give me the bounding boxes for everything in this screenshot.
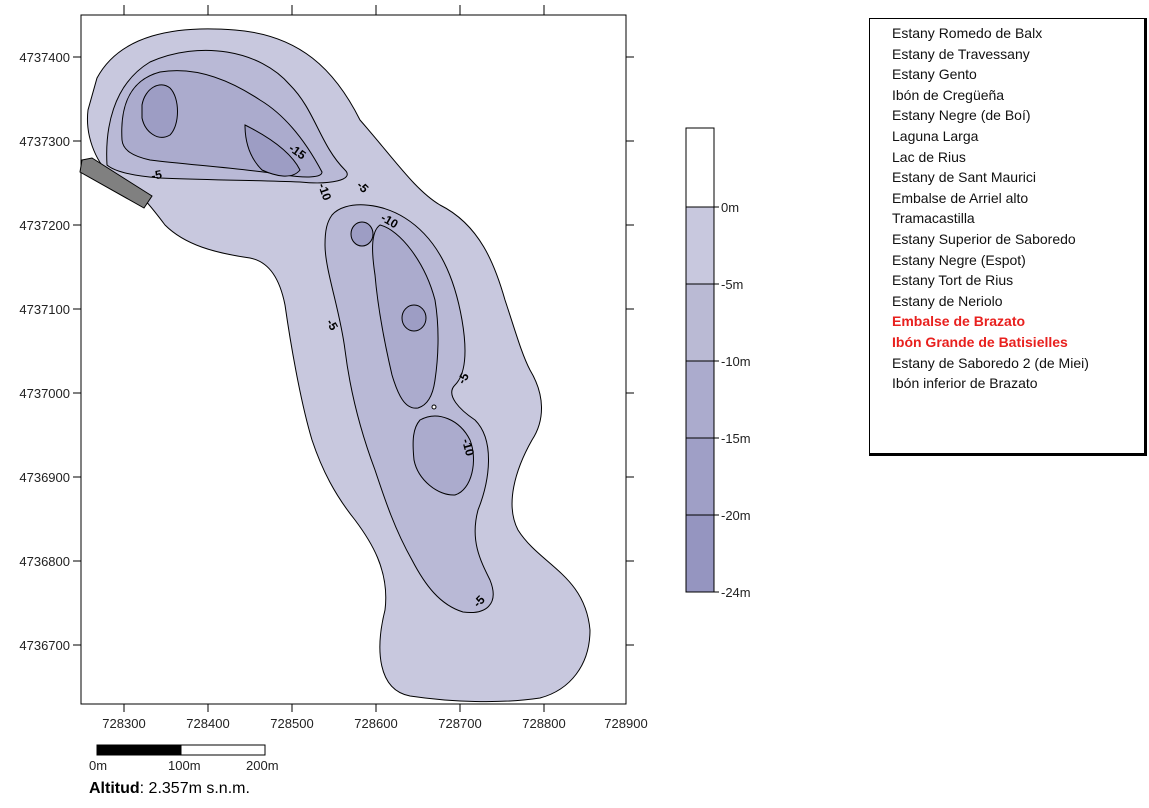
contour-label: -10 bbox=[315, 181, 334, 202]
y-axis-ticks-right bbox=[626, 56, 634, 646]
legend-swatch bbox=[685, 283, 715, 362]
lake-list-item: Estany Tort de Rius bbox=[892, 272, 1014, 289]
lake-list-item: Estany de Travessany bbox=[892, 45, 1030, 62]
y-tick-label: 4737100 bbox=[19, 302, 70, 317]
x-tick-labels: 728300 728400 728500 728600 728700 72880… bbox=[102, 716, 647, 731]
y-tick-label: 4736800 bbox=[19, 554, 70, 569]
legend-swatch-top bbox=[685, 127, 715, 208]
lake-list-item: Ibón Grande de Batisielles bbox=[892, 333, 1068, 350]
x-tick-label: 728600 bbox=[354, 716, 397, 731]
legend-label: -10m bbox=[721, 354, 751, 369]
scale-label: 100m bbox=[168, 758, 201, 773]
contour-label: -5 bbox=[150, 167, 163, 183]
lake-list-item: Ibón de Cregüeña bbox=[892, 86, 1005, 103]
y-tick-label: 4736900 bbox=[19, 470, 70, 485]
legend-swatch bbox=[685, 206, 715, 285]
x-tick-label: 728300 bbox=[102, 716, 145, 731]
y-tick-label: 4737400 bbox=[19, 50, 70, 65]
lake-list-item: Ibón inferior de Brazato bbox=[892, 375, 1038, 392]
lake-list-item: Estany Superior de Saboredo bbox=[892, 230, 1076, 247]
legend-swatch bbox=[685, 437, 715, 516]
legend-label: -15m bbox=[721, 431, 751, 446]
legend-label: -20m bbox=[721, 508, 751, 523]
lake-list-item: Estany de Sant Maurici bbox=[892, 169, 1036, 186]
legend-swatch bbox=[685, 514, 715, 593]
lake-list-item: Laguna Larga bbox=[892, 127, 979, 144]
contour-tiny bbox=[431, 404, 437, 410]
lake-list-item: Embalse de Arriel alto bbox=[892, 189, 1029, 206]
lake-list-item: Estany de Neriolo bbox=[892, 292, 1003, 309]
altitude-label: Altitud bbox=[89, 780, 140, 797]
lake-list-item: Embalse de Brazato bbox=[892, 313, 1026, 330]
dam-structure bbox=[79, 157, 153, 209]
y-tick-labels: 4737400 4737300 4737200 4737100 4737000 … bbox=[19, 50, 70, 653]
lake-list-item: Estany de Saboredo 2 (de Miei) bbox=[892, 354, 1089, 371]
x-tick-label: 728800 bbox=[522, 716, 565, 731]
x-axis-ticks-bottom bbox=[123, 704, 545, 712]
lake-list-item: Estany Gento bbox=[892, 66, 977, 83]
x-tick-label: 728400 bbox=[186, 716, 229, 731]
lake-list-item: Lac de Rius bbox=[892, 148, 966, 165]
contour-minus-15-north-b bbox=[244, 124, 301, 177]
x-tick-label: 728700 bbox=[438, 716, 481, 731]
legend-label: -24m bbox=[721, 585, 751, 600]
lake-list-item: Estany Negre (de Boí) bbox=[892, 107, 1031, 124]
contour-minus-15-south-a bbox=[350, 221, 374, 247]
contour-minus-15-north-a bbox=[141, 84, 178, 138]
y-tick-label: 4737200 bbox=[19, 218, 70, 233]
altitude-value: : 2.357m s.n.m. bbox=[139, 780, 250, 797]
y-axis-ticks-left bbox=[73, 56, 81, 646]
legend-label: -5m bbox=[721, 277, 743, 292]
contour-minus-10-south-b bbox=[412, 415, 474, 496]
y-tick-label: 4737300 bbox=[19, 134, 70, 149]
lake-list-item: Estany Negre (Espot) bbox=[892, 251, 1026, 268]
contour-label: -10 bbox=[459, 437, 477, 458]
lake-list-item: Estany Romedo de Balx bbox=[892, 25, 1043, 41]
lake-list-panel: Estany Romedo de Balx Estany de Travessan… bbox=[869, 18, 1147, 456]
altitude-caption: Altitud: 2.357m s.n.m. bbox=[89, 780, 250, 798]
y-tick-label: 4736700 bbox=[19, 638, 70, 653]
depth-legend-bar: 0m -5m -10m -15m -20m -24m bbox=[685, 127, 751, 600]
contour-minus-15-south-b bbox=[401, 304, 427, 332]
contour-minus-5-south bbox=[324, 204, 494, 614]
x-tick-label: 728900 bbox=[604, 716, 647, 731]
y-tick-label: 4737000 bbox=[19, 386, 70, 401]
scale-label: 0m bbox=[89, 758, 107, 773]
scale-label: 200m bbox=[246, 758, 279, 773]
lake-list-item: Tramacastilla bbox=[892, 210, 975, 227]
x-tick-label: 728500 bbox=[270, 716, 313, 731]
legend-label: 0m bbox=[721, 200, 739, 215]
x-axis-ticks-top bbox=[123, 5, 545, 15]
scale-bar: 0m 100m 200m bbox=[89, 744, 279, 773]
legend-swatch bbox=[685, 360, 715, 439]
